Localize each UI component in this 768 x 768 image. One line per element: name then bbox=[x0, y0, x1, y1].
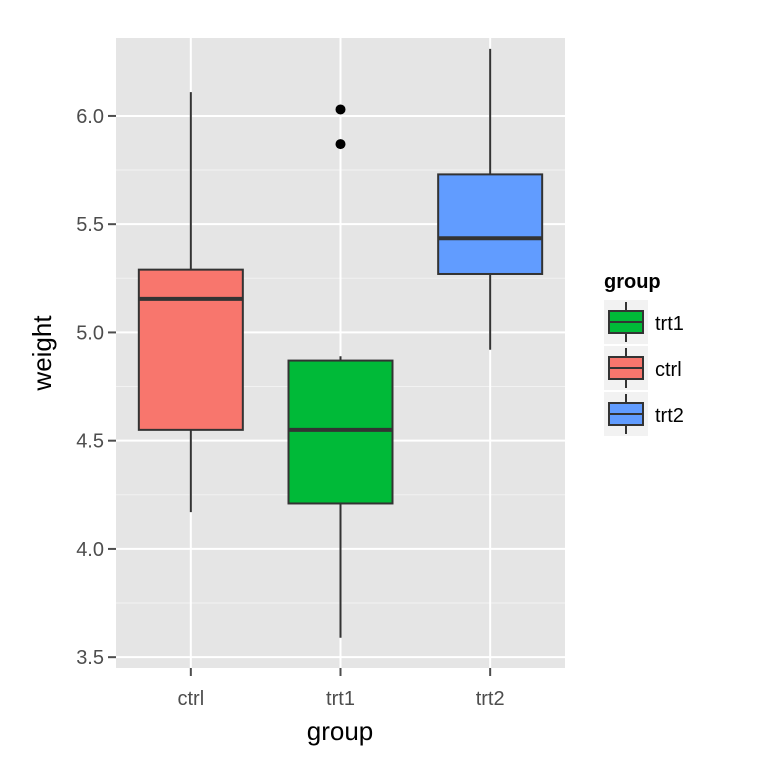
x-tick-label: trt2 bbox=[476, 688, 505, 710]
box bbox=[437, 173, 544, 275]
legend-label: trt2 bbox=[655, 405, 684, 427]
outlier-point bbox=[335, 139, 346, 150]
y-tick-label: 6.0 bbox=[76, 106, 104, 128]
axis-ticks: 3.5 4.0 4.5 5.0 5.5 6.0 ctrl trt1 trt2 bbox=[76, 106, 504, 710]
legend: group trt1 ctrl trt2 bbox=[604, 271, 684, 436]
legend-label: trt1 bbox=[655, 313, 684, 335]
x-tick-label: ctrl bbox=[177, 688, 204, 710]
boxes-layer bbox=[137, 48, 544, 638]
legend-label: ctrl bbox=[655, 359, 682, 381]
y-tick-label: 3.5 bbox=[76, 647, 104, 669]
y-tick-label: 4.0 bbox=[76, 539, 104, 561]
box bbox=[287, 359, 394, 505]
y-tick-label: 4.5 bbox=[76, 431, 104, 453]
y-axis-title: weight bbox=[27, 315, 57, 392]
x-tick-label: trt1 bbox=[326, 688, 355, 710]
y-tick-label: 5.5 bbox=[76, 214, 104, 236]
y-tick-label: 5.0 bbox=[76, 322, 104, 344]
outlier-point bbox=[335, 104, 346, 115]
box bbox=[137, 268, 244, 431]
x-axis-title: group bbox=[307, 716, 374, 746]
legend-title: group bbox=[604, 271, 661, 293]
